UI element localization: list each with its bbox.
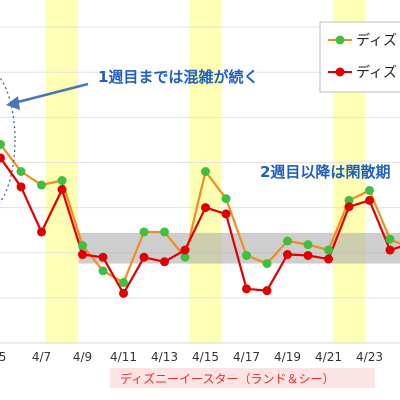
series-2-point	[0, 153, 5, 163]
x-tick-label: 4/13	[151, 350, 178, 364]
series-2-point	[57, 185, 67, 195]
series-1-point	[98, 266, 108, 276]
series-2-point	[303, 250, 313, 260]
series-1-point	[262, 259, 272, 269]
series-group	[0, 139, 400, 298]
series-1-point	[283, 236, 292, 246]
legend-label-1: ディズ	[356, 32, 397, 49]
series-1-point	[0, 139, 5, 149]
x-tick-label: 4/7	[32, 350, 51, 364]
series-line-1	[0, 141, 400, 284]
x-tick-label: 4/21	[315, 350, 342, 364]
series-1-point	[344, 195, 354, 205]
x-tick-label: 4/15	[192, 350, 219, 364]
series-1-point	[16, 167, 26, 176]
x-tick-label: 4/11	[110, 350, 137, 364]
series-1-point	[365, 185, 374, 195]
series-1-point	[139, 227, 149, 237]
series-1-point	[160, 227, 169, 237]
series-1-point	[37, 180, 46, 190]
legend-label-2: ディズ	[356, 64, 397, 81]
series-1-point	[57, 176, 67, 186]
series-2-point	[98, 252, 108, 262]
x-tick-label: /5	[0, 350, 6, 364]
legend-marker-2	[335, 67, 345, 77]
series-2-point	[344, 202, 354, 212]
x-tick-label: 4/23	[356, 350, 383, 364]
series-1-point	[221, 194, 231, 204]
legend-marker-1	[335, 35, 345, 45]
series-2-point	[119, 288, 128, 298]
series-2-point	[16, 182, 26, 192]
series-2-point	[160, 257, 169, 267]
x-axis-title: ディズニーイースター（ランド＆シー）	[120, 371, 335, 386]
series-1-point	[242, 250, 251, 260]
series-line-2	[0, 156, 400, 295]
series-2-point	[262, 286, 272, 296]
legend-item-1: ディズ	[328, 32, 397, 49]
series-1-point	[201, 167, 210, 176]
series-2-point	[242, 284, 251, 294]
series-1-point	[385, 234, 395, 244]
series-1-point	[119, 278, 128, 288]
series-2-point	[180, 245, 190, 255]
legend-item-2: ディズ	[328, 64, 397, 81]
annotation-second-week: 2週目以降は閑散期	[260, 163, 390, 181]
highlight-column-1	[46, 0, 78, 343]
series-2-point	[283, 250, 292, 260]
series-2-point	[221, 209, 231, 219]
series-2-point	[37, 227, 46, 237]
x-tick-label: 4/19	[274, 350, 301, 364]
series-2-point	[78, 250, 87, 260]
x-tick-label: 4/9	[73, 350, 92, 364]
series-2-point	[201, 203, 210, 213]
x-tick-label: 4/17	[233, 350, 260, 364]
arrow-head	[6, 96, 20, 110]
series-1-point	[180, 252, 190, 262]
annotation-arrow	[13, 82, 89, 105]
series-2-point	[365, 195, 374, 205]
series-1-point	[303, 240, 313, 250]
series-2-point	[385, 245, 395, 255]
emphasis-circle	[0, 76, 16, 204]
annotation-first-week: 1週目までは混雑が続く	[98, 68, 258, 86]
xlabel-background	[110, 368, 375, 388]
series-1-point	[324, 245, 333, 255]
legend-box	[319, 21, 400, 93]
series-2-point	[324, 254, 333, 264]
series-1-point	[78, 241, 87, 251]
x-tick-labels: /54/74/94/114/134/154/174/194/214/234/	[0, 350, 383, 364]
series-2-point	[139, 252, 149, 262]
